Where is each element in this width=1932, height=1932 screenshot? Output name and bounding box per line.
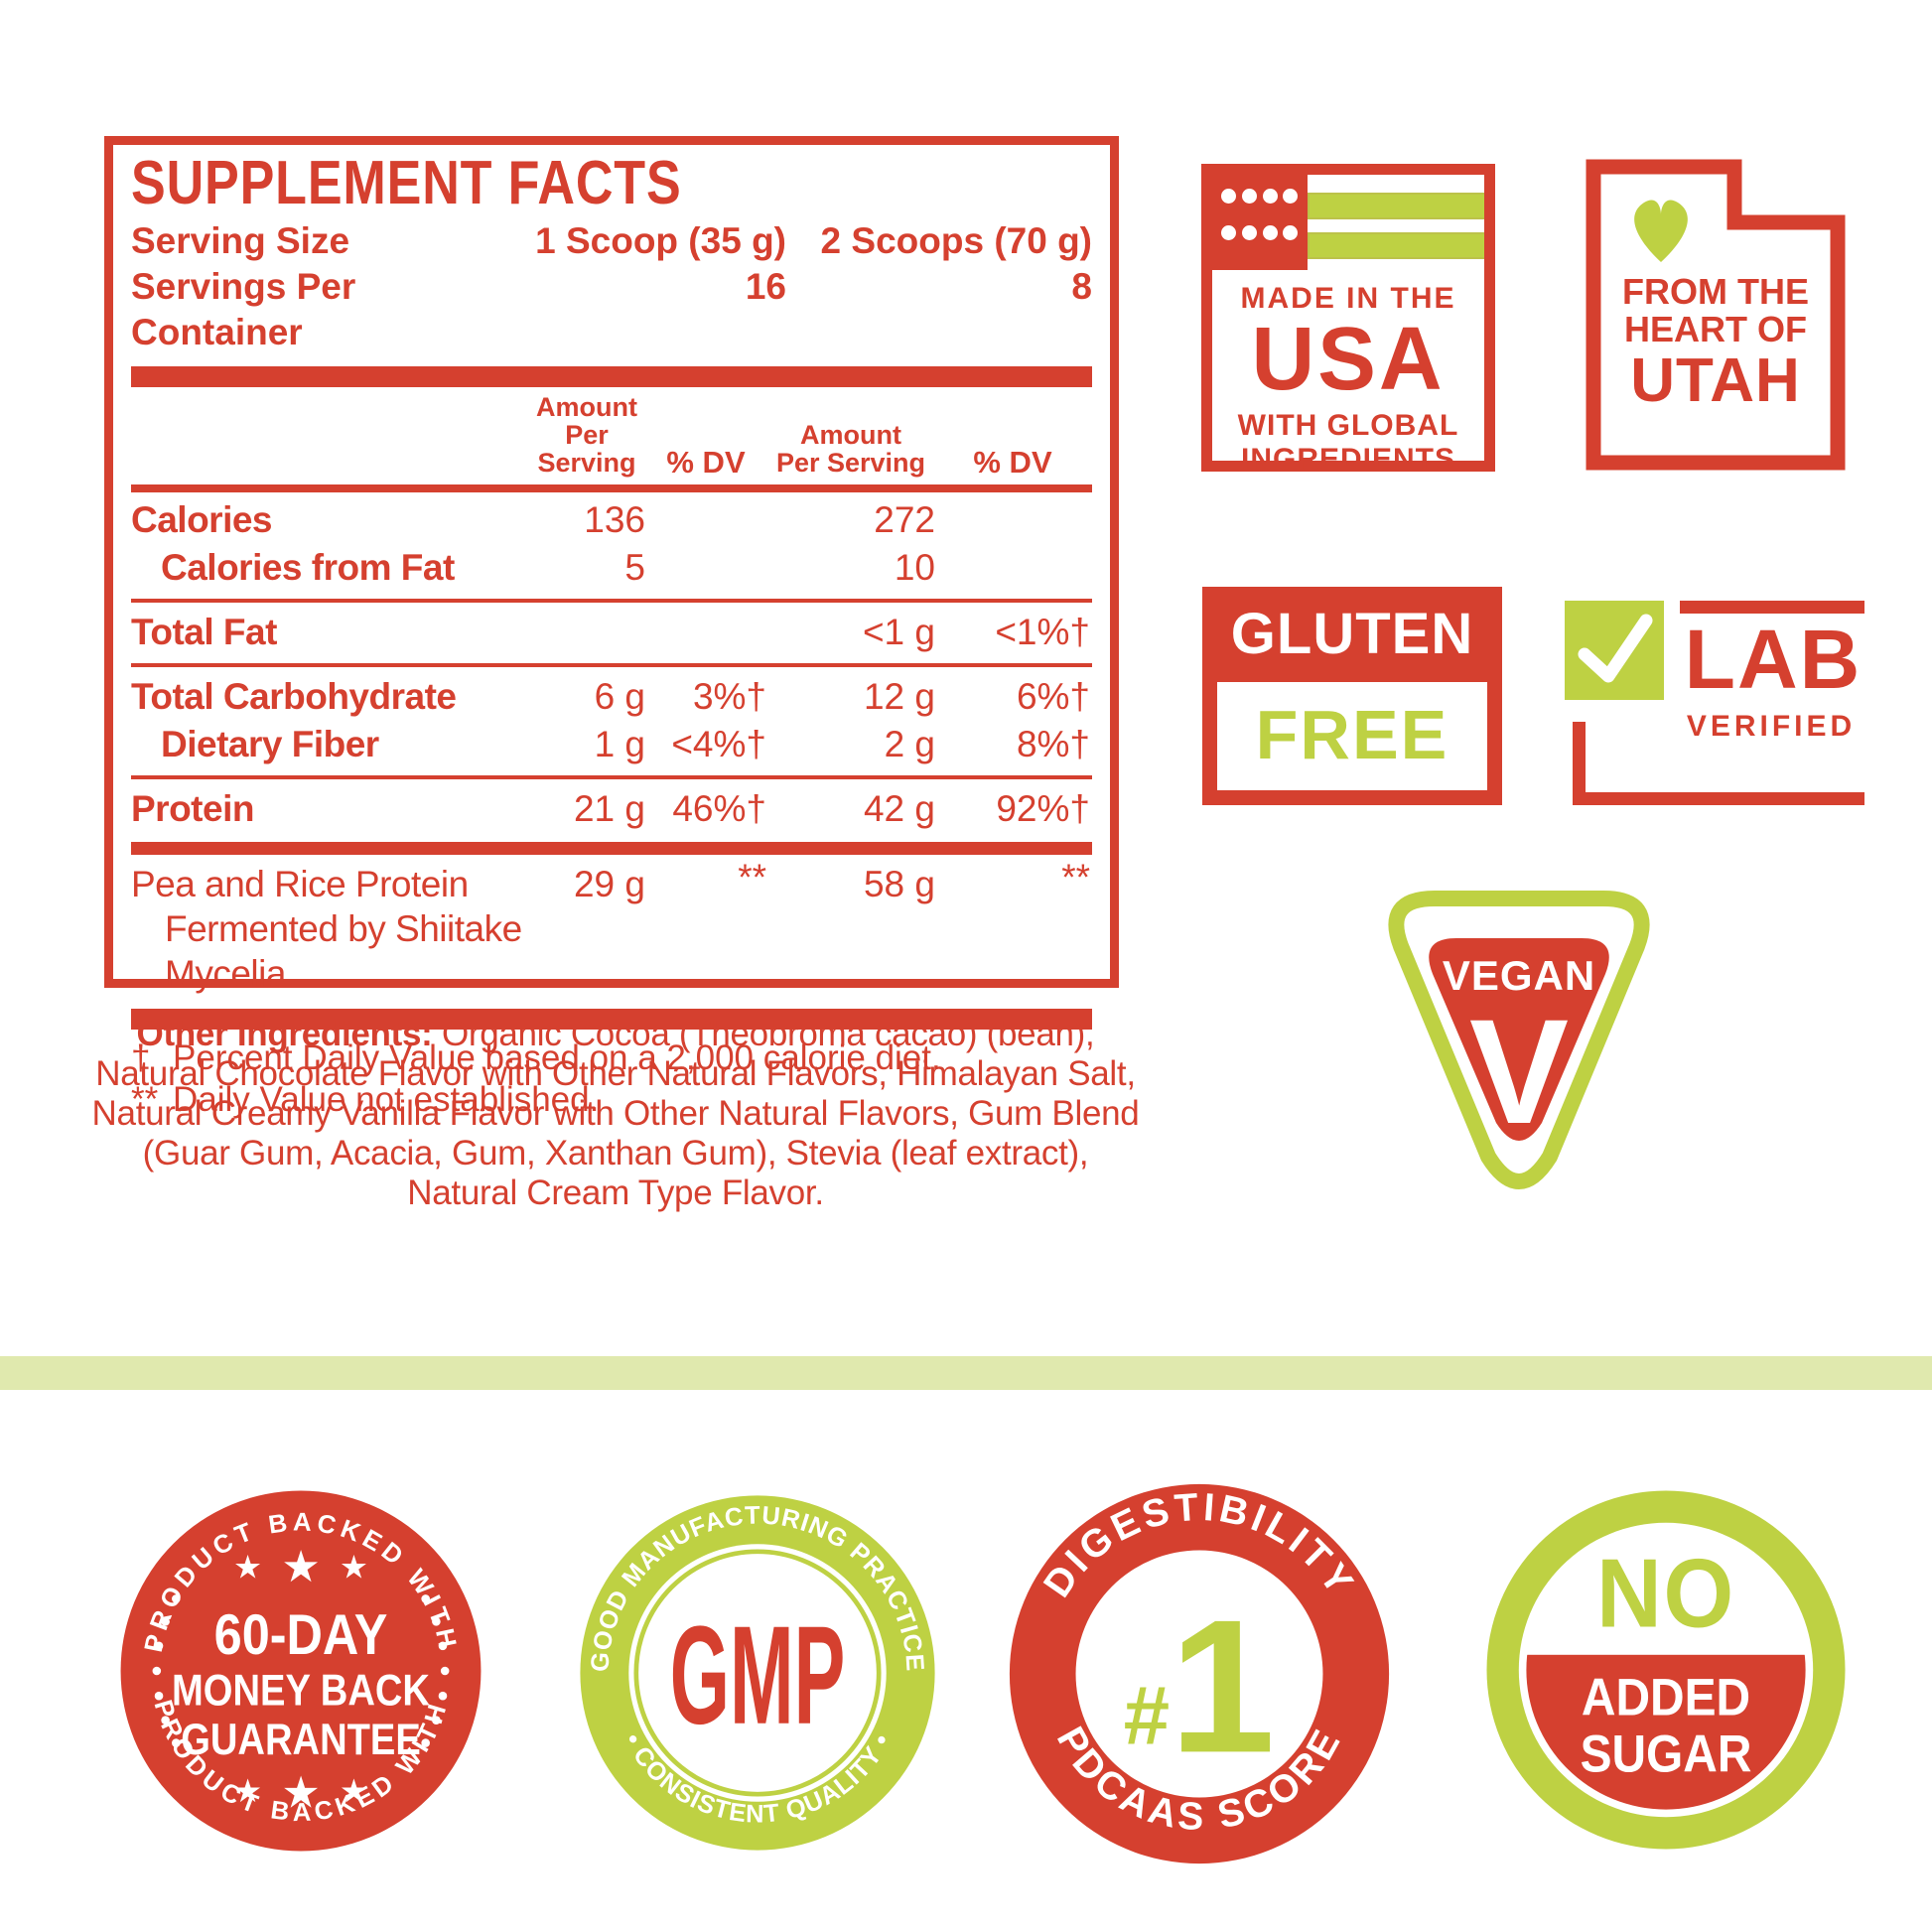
divider-thick: [131, 1009, 1092, 1030]
utah-line3: UTAH: [1630, 346, 1801, 415]
vegan-v-letter: V: [1469, 988, 1569, 1155]
inner-ring-line: [633, 1549, 882, 1797]
badge-inner: [628, 1544, 887, 1802]
verified-word: VERIFIED: [1687, 710, 1856, 743]
star-icon: ★: [233, 1773, 262, 1809]
other-ingredients-paragraph: Other Ingredients: Organic Cocoa (Theobr…: [89, 1015, 1142, 1213]
digestibility-badge: DIGESTIBILITY PDCAAS SCORE #1: [1009, 1483, 1390, 1864]
usa-flag-icon: [1212, 175, 1484, 270]
utah-badge: FROM THE HEART OF UTAH: [1586, 159, 1846, 471]
facts-row-total-carbohydrate: Total Carbohydrate 6 g 3%† 12 g 6%†: [131, 676, 1090, 717]
heart-icon: [1634, 200, 1688, 262]
header-dv-2: % DV: [973, 445, 1052, 480]
number-one-text: #1: [1124, 1581, 1276, 1792]
footnote-daily-value: † Percent Daily Value based on a 2,000 c…: [131, 1038, 941, 1077]
money-back-text: MONEY BACK: [172, 1664, 430, 1715]
badge-circle: [120, 1490, 482, 1852]
facts-row-protein: Protein 21 g 46%† 42 g 92%†: [131, 788, 1090, 829]
star-icon: ★: [340, 1549, 368, 1585]
flag-stripes: [1308, 175, 1484, 260]
usa-line1: MADE IN THE: [1240, 282, 1456, 315]
servings-per-container-row: Servings Per Container 16 8: [131, 264, 1092, 355]
serving-size-scoop1: 1 Scoop (35 g): [535, 220, 786, 261]
flag-stars-field: [1212, 175, 1308, 270]
servings-value-2: 8: [1071, 266, 1092, 307]
lab-word: LAB: [1685, 613, 1863, 706]
gmp-text: GMP: [670, 1597, 846, 1753]
utah-line2: HEART OF: [1624, 309, 1807, 349]
gluten-free-inner: FREE: [1217, 682, 1487, 790]
lab-verified-badge: LAB VERIFIED: [1565, 601, 1864, 805]
money-back-guarantee-badge: PRODUCT BACKED WITH PRODUCT BACKED WITH …: [120, 1490, 482, 1852]
header-amount-1: Amount Per Serving: [536, 392, 637, 478]
lab-corner-bar-horizontal: [1573, 792, 1864, 805]
facts-row-total-fat: Total Fat <1 g <1%†: [131, 612, 1090, 652]
divider-medium: [131, 842, 1092, 855]
badge-inner: [1075, 1550, 1323, 1798]
made-in-usa-badge: MADE IN THE USA WITH GLOBAL INGREDIENTS: [1201, 164, 1495, 476]
vegan-badge: VEGAN V: [1388, 891, 1650, 1189]
divider-medium: [131, 484, 1092, 492]
sugar-word: SUGAR: [1581, 1724, 1752, 1783]
star-icon: ★: [281, 1769, 320, 1818]
star-icon: ★: [233, 1549, 262, 1585]
dotted-arc-right: [421, 1594, 450, 1747]
gmp-badge: GOOD MANUFACTURING PRACTICE • CONSISTENT…: [580, 1495, 935, 1851]
usa-line3: WITH GLOBAL: [1237, 409, 1459, 442]
header-amount-2: Amount Per Serving: [775, 420, 926, 478]
lab-top-bar: [1680, 601, 1864, 614]
servings-value-1: 16: [745, 266, 786, 307]
vegan-inner-triangle: [1429, 938, 1609, 1141]
divider-band: [0, 1356, 1932, 1390]
servings-label: Servings Per Container: [131, 266, 356, 352]
other-ingredients-label: Other Ingredients:: [136, 1015, 433, 1053]
facts-row-calories: Calories 136 272: [131, 499, 935, 540]
no-added-sugar-badge: NO ADDED SUGAR: [1486, 1490, 1846, 1850]
facts-row-pea-rice-protein: Pea and Rice Protein Fermented by Shiita…: [131, 857, 1090, 994]
vegan-word: VEGAN: [1443, 952, 1595, 999]
gluten-word: GLUTEN: [1230, 602, 1474, 666]
facts-header-row: Amount Per Serving % DV Amount Per Servi…: [131, 393, 1092, 481]
divider-thick: [131, 366, 1092, 387]
star-icon: ★: [340, 1773, 368, 1809]
added-word: ADDED: [1582, 1667, 1750, 1726]
footnote-not-established: ** Daily Value not established.: [131, 1080, 600, 1119]
header-dv-1: % DV: [666, 445, 746, 480]
usa-line4: INGREDIENTS: [1240, 443, 1456, 476]
serving-size-row: Serving Size 1 Scoop (35 g) 2 Scoops (70…: [131, 218, 1092, 264]
other-ingredients-text: Organic Cocoa (Theobroma cacao) (bean), …: [91, 1015, 1140, 1212]
serving-size-label: Serving Size: [131, 220, 350, 261]
facts-row-dietary-fiber: Dietary Fiber 1 g <4%† 2 g 8%†: [161, 724, 1090, 764]
utah-line1: FROM THE: [1622, 271, 1809, 312]
free-word: FREE: [1255, 696, 1449, 773]
usa-line2: USA: [1251, 310, 1446, 409]
sixty-day-text: 60-DAY: [214, 1603, 388, 1667]
lab-corner-bar-vertical: [1573, 722, 1586, 805]
supplement-facts-panel: SUPPLEMENT FACTS Serving Size 1 Scoop (3…: [104, 136, 1119, 1119]
divider-thin: [131, 663, 1092, 667]
serving-size-scoop2: 2 Scoops (70 g): [820, 220, 1092, 261]
one-digit: 1: [1170, 1581, 1275, 1792]
dotted-arc-left: [152, 1594, 181, 1747]
guarantee-text: GUARANTEE: [181, 1714, 421, 1764]
checkmark-icon: [1578, 614, 1653, 683]
divider-thin: [131, 775, 1092, 779]
gluten-free-badge: GLUTEN FREE: [1202, 587, 1502, 805]
no-word: NO: [1596, 1539, 1735, 1648]
facts-row-calories-fat: Calories from Fat 5 10: [161, 547, 935, 588]
facts-title: SUPPLEMENT FACTS: [131, 149, 682, 217]
hash-symbol: #: [1124, 1670, 1170, 1762]
divider-thin: [131, 599, 1092, 603]
star-icon: ★: [281, 1543, 320, 1591]
